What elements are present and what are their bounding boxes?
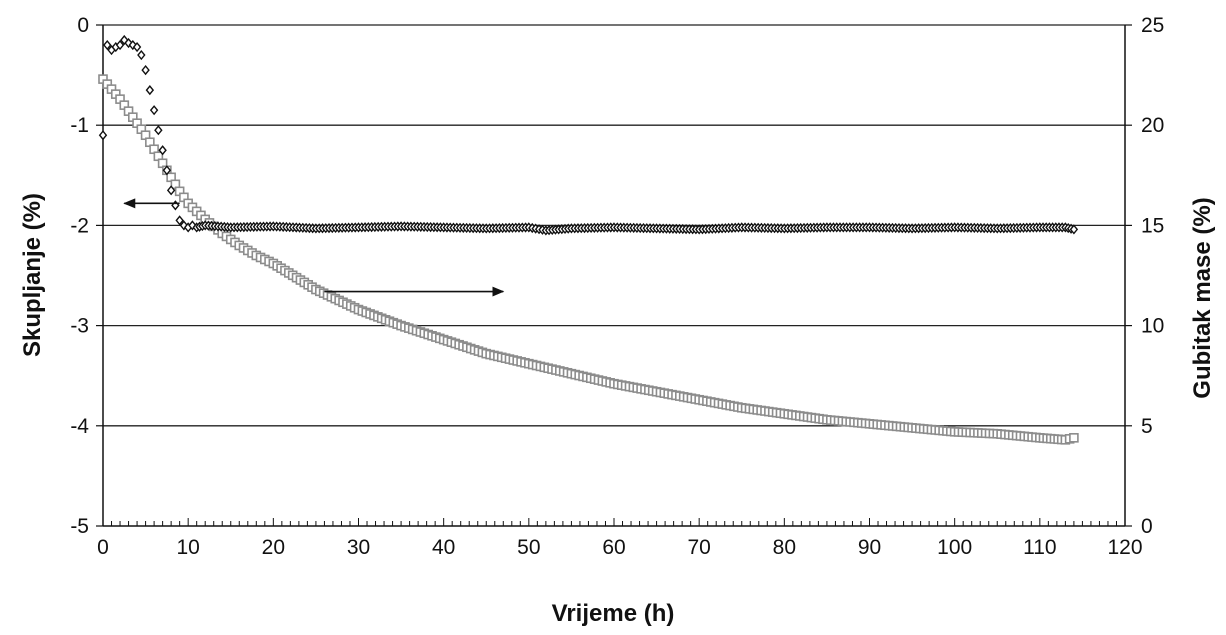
data-point bbox=[188, 220, 197, 231]
y2-tick-label: 15 bbox=[1141, 214, 1164, 237]
data-point bbox=[103, 39, 112, 51]
y-tick-label: -3 bbox=[70, 315, 89, 338]
data-point bbox=[115, 39, 125, 51]
data-point bbox=[137, 49, 146, 61]
data-point bbox=[1069, 224, 1079, 235]
data-point bbox=[141, 64, 150, 76]
y2-tick-label: 0 bbox=[1141, 515, 1153, 538]
x-tick-label: 70 bbox=[687, 536, 710, 559]
data-point bbox=[158, 145, 167, 156]
data-point bbox=[145, 85, 155, 96]
y-tick-label: -5 bbox=[70, 515, 89, 538]
x-tick-label: 0 bbox=[97, 536, 109, 559]
x-axis-title: Vrijeme (h) bbox=[552, 600, 675, 627]
x-tick-label: 120 bbox=[1107, 536, 1142, 559]
data-point bbox=[149, 105, 159, 116]
x-tick-label: 30 bbox=[347, 536, 370, 559]
x-tick-label: 40 bbox=[432, 536, 455, 559]
y2-tick-label: 20 bbox=[1141, 114, 1164, 137]
x-tick-label: 10 bbox=[176, 536, 199, 559]
annotation-layer bbox=[123, 198, 505, 297]
series-2 bbox=[98, 74, 1079, 445]
y2-tick-label: 10 bbox=[1141, 315, 1164, 338]
x-tick-label: 110 bbox=[1023, 536, 1056, 559]
x-tick-label: 100 bbox=[937, 536, 972, 559]
y-tick-label: -2 bbox=[70, 214, 89, 237]
y2-tick-label: 25 bbox=[1141, 14, 1164, 37]
series-1 bbox=[98, 34, 1079, 236]
x-tick-label: 90 bbox=[858, 536, 881, 559]
data-point bbox=[128, 39, 138, 51]
y2-axis-title: Gubitak mase (%) bbox=[1189, 197, 1216, 398]
data-point bbox=[166, 185, 176, 196]
data-point bbox=[175, 215, 184, 226]
axes bbox=[96, 24, 1132, 527]
y2-tick-label: 5 bbox=[1141, 415, 1153, 438]
data-point bbox=[98, 130, 108, 141]
series-layer bbox=[98, 34, 1079, 445]
data-point bbox=[1069, 433, 1079, 443]
x-tick-label: 80 bbox=[773, 536, 796, 559]
y-tick-label: 0 bbox=[77, 14, 89, 37]
data-point bbox=[154, 125, 163, 136]
data-point bbox=[124, 37, 133, 49]
x-tick-label: 60 bbox=[602, 536, 625, 559]
tick-labels: 0 10 20 30 40 50 60 70 80 90 100 110 1200-1-2-3-4-52… bbox=[70, 14, 1164, 559]
data-point bbox=[132, 41, 142, 53]
y-tick-label: -4 bbox=[70, 415, 89, 438]
x-tick-label: 20 bbox=[262, 536, 285, 559]
y-tick-label: -1 bbox=[70, 114, 89, 137]
x-tick-label: 50 bbox=[517, 536, 540, 559]
data-point bbox=[162, 165, 172, 176]
y-axis-title: Skupljanje (%) bbox=[19, 193, 46, 357]
